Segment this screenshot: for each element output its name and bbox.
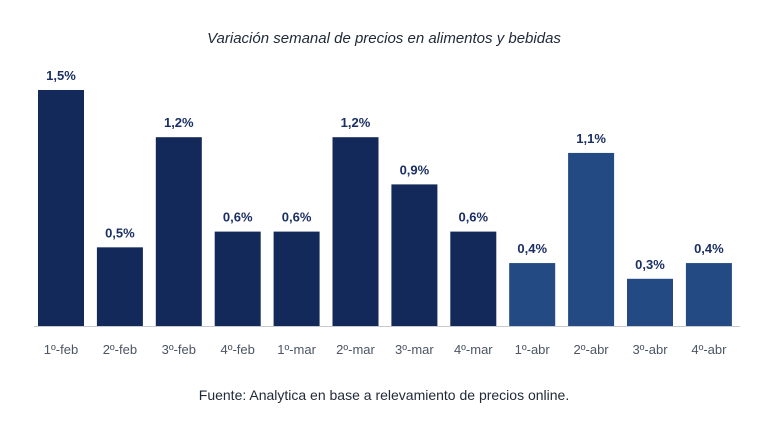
value-label-7: 0,9% xyxy=(400,162,430,177)
value-label-4: 0,6% xyxy=(223,210,253,225)
category-label-9: 1º-abr xyxy=(515,342,551,357)
value-label-10: 1,1% xyxy=(576,131,606,146)
bar-11 xyxy=(627,278,673,326)
value-label-8: 0,6% xyxy=(458,210,488,225)
category-label-3: 3º-feb xyxy=(162,342,196,357)
bar-7 xyxy=(391,184,438,326)
bar-1 xyxy=(38,90,84,326)
category-label-7: 3º-mar xyxy=(395,342,434,357)
bar-6 xyxy=(332,137,379,326)
value-label-5: 0,6% xyxy=(282,210,312,225)
chart-title: Variación semanal de precios en alimento… xyxy=(207,30,561,47)
value-label-6: 1,2% xyxy=(341,115,371,130)
category-label-8: 4º-mar xyxy=(454,342,493,357)
bar-2 xyxy=(96,247,143,326)
category-label-6: 2º-mar xyxy=(336,342,375,357)
value-label-12: 0,4% xyxy=(694,241,724,256)
bar-8 xyxy=(450,231,497,326)
value-label-9: 0,4% xyxy=(517,241,547,256)
value-label-3: 1,2% xyxy=(164,115,194,130)
category-label-1: 1º-feb xyxy=(44,342,78,357)
category-label-10: 2º-abr xyxy=(574,342,610,357)
category-label-5: 1º-mar xyxy=(277,342,316,357)
bar-10 xyxy=(568,152,615,326)
bar-12 xyxy=(685,263,732,326)
category-label-12: 4º-abr xyxy=(691,342,727,357)
value-label-11: 0,3% xyxy=(635,257,665,272)
category-label-4: 4º-feb xyxy=(221,342,255,357)
bar-5 xyxy=(273,231,320,326)
source-note: Fuente: Analytica en base a relevamiento… xyxy=(198,387,570,403)
bar-4 xyxy=(214,231,261,326)
bar-9 xyxy=(509,263,556,326)
category-label-2: 2º-feb xyxy=(103,342,137,357)
value-label-2: 0,5% xyxy=(105,225,135,240)
value-label-1: 1,5% xyxy=(46,68,76,83)
category-label-11: 3º-abr xyxy=(632,342,668,357)
bar-3 xyxy=(155,137,202,326)
